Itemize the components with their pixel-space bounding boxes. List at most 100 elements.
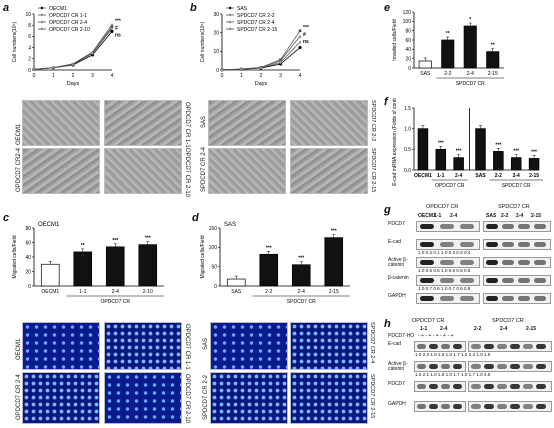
data-point [110,26,114,31]
x-tick-label: 2-10 [143,289,153,295]
x-tick-label: 2-2 [265,289,272,295]
significance-mark: ns [115,33,121,39]
blot-row-label: E-cad [388,239,402,245]
y-tick-label: 0 [216,68,219,74]
y-tick-label: 2 [28,57,31,63]
bar [463,25,477,69]
micrograph-opdcd7-cr-2-10 [104,148,182,194]
blot-band [486,260,498,265]
blot-strip [483,293,551,304]
bar [486,51,500,69]
data-point [32,67,36,72]
blot-band [486,242,498,247]
data-point [259,66,263,70]
image-label-1-1: OPDCD7 CR 1-1 [184,102,190,148]
x-tick-label: 2-15 [529,173,539,179]
blot-row-label: Active β-catenin [388,361,408,372]
blot-row-label: β-catenin [388,275,409,281]
blot-quantification: 1.0 0.7 0.6 1.0 0.7 0.9 0.9 [418,286,471,291]
bar [475,128,486,171]
blot-band [471,344,481,349]
blot-quantification: 1.0 0.2 0.1 1.0 0.3 0.3 0.4 [418,250,471,255]
panel-label-f: f [384,96,388,108]
y-tick-label: 20 [213,30,219,36]
blot-band [453,364,462,369]
blot-band [502,260,514,265]
blot-strip [483,257,551,268]
significance-mark: ** [81,243,85,249]
blot-strip [416,275,480,286]
significance-mark: *** [145,236,151,242]
blot-band [502,278,514,283]
y-tick-label: 8 [28,23,31,29]
data-point [279,60,282,65]
micrograph-spdcd7-cr-2-4 [208,148,286,194]
fluorescence-sas [210,322,288,370]
y-axis-label: Migrated cells/Field [200,235,206,278]
blot-band [523,384,533,389]
legend-label: SPDCD7 CR 2-4 [237,20,275,26]
image-label-c-2-10: OPDCD7 CR 2-10 [184,374,190,424]
data-point [110,25,114,29]
blot-band [420,296,434,301]
bar [453,157,464,171]
blot-strip [416,239,480,250]
blot-band [440,260,454,265]
blot-band [471,404,481,409]
legend-marker [228,27,232,31]
blot-strip [483,221,551,232]
bar [226,278,246,287]
significance-mark: *** [298,256,304,262]
y-tick-label: 0.0 [404,168,411,174]
x-tick-label: 2-15 [488,71,498,77]
x-axis-label: Days [255,81,268,87]
y-tick-label: 60 [25,240,31,246]
legend-marker [40,6,44,10]
bar [493,151,504,171]
blot-strip [468,401,552,412]
significance-mark: *** [115,19,121,25]
x-tick-label: 0 [33,73,36,79]
data-point [298,45,302,50]
x-tick-label: 1 [240,73,243,79]
blot-band [502,242,514,247]
lane-label: 1-1 [434,213,442,219]
blot-band [510,384,520,389]
panel-label-d: d [192,212,199,224]
blot-band [518,260,530,265]
blot-band [471,384,481,389]
bar [291,264,311,287]
bar [105,246,125,287]
blot-strip [483,239,551,250]
fluorescence-2-4 [22,372,100,424]
y-axis-label: E-cad mRNA expression (Folds of control) [392,98,398,186]
fluorescence-1-1 [104,322,182,370]
data-point [52,66,55,70]
blot-strip [416,221,480,232]
blot-band [518,242,530,247]
y-tick-label: 80 [25,226,31,232]
blot-band [518,224,530,229]
y-tick-label: 100 [403,19,412,25]
y-tick-label: 0 [214,284,217,290]
blot-band [502,224,514,229]
blot-strip [483,275,551,286]
x-tick-label: 2-4 [298,289,305,295]
y-tick-label: 0 [28,284,31,290]
significance-mark: ns [303,39,309,45]
micrograph-opdcd7-cr-1-1 [104,100,182,146]
series-line [221,30,301,71]
blot-band [484,384,494,389]
lane-label: 2-4 [500,326,508,332]
group-label: SPDCD7 CR [287,299,316,305]
blot-strip [414,361,466,372]
legend-marker [228,13,232,17]
group-label: OPDCD7 CR [101,299,131,305]
bar [528,158,540,171]
image-label-d-2-15: SPDCD7 CR 2-15 [369,374,375,419]
y-tick-label: 40 [25,255,31,261]
image-label-2-15: SPDCD7 CR 2-15 [370,148,376,193]
blot-quantification: 1.0 0.6 0.5 1.0 0.6 0.5 0.5 [418,268,471,273]
x-tick-label: 2-4 [467,71,474,77]
panel-d-bar-chart: 0 50 100 150 SAS *** 2-2 *** 2-4 *** 2-15 Migrated … [200,222,350,305]
